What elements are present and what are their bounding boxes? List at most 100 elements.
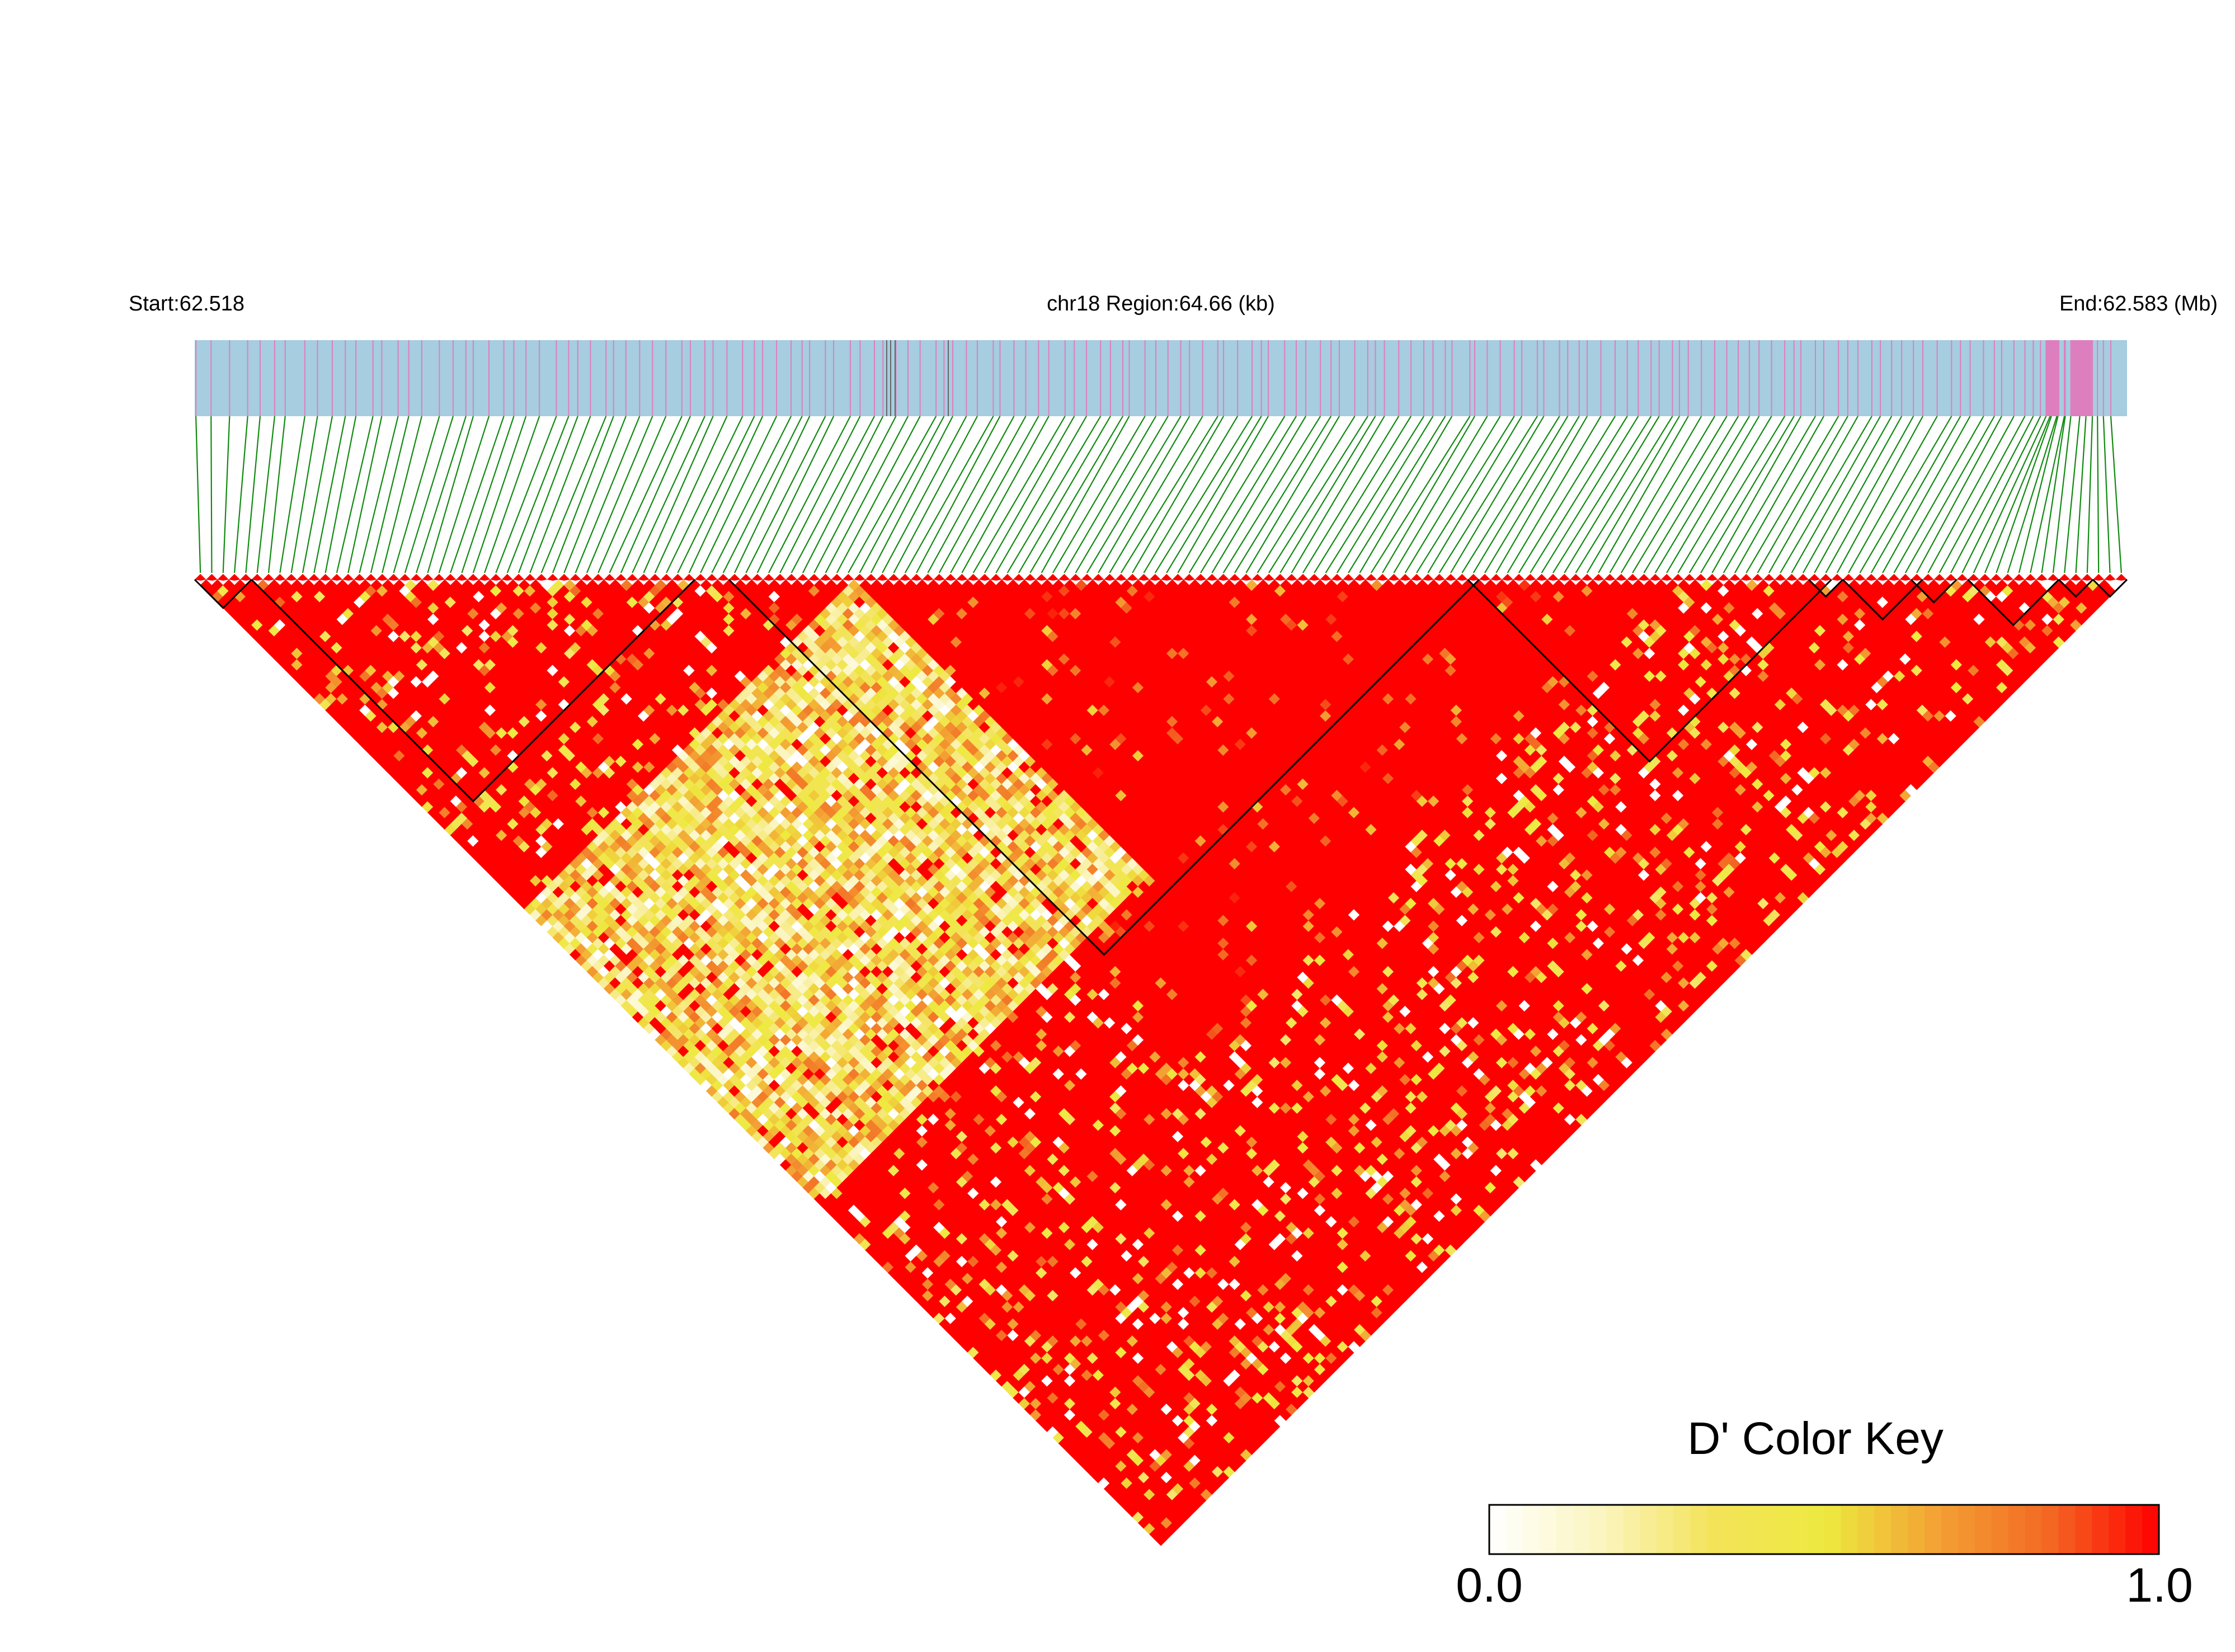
snp-connector — [688, 416, 764, 573]
snp-connector — [324, 416, 357, 573]
snp-connector — [1996, 416, 2052, 573]
snp-connector — [1188, 416, 1286, 573]
snp-connector-lines — [195, 416, 2122, 573]
snp-connector — [700, 416, 778, 573]
snp-connector — [552, 416, 614, 573]
snp-connector — [1609, 416, 1702, 573]
snp-connector — [1950, 416, 2034, 573]
snp-connector — [756, 416, 835, 573]
snp-connector — [1802, 416, 1893, 573]
snp-connector — [2102, 416, 2111, 573]
snp-connector — [722, 416, 803, 573]
snp-connector — [666, 416, 744, 573]
snp-connector — [779, 416, 861, 573]
snp-connector — [904, 416, 994, 573]
snp-connector — [302, 416, 333, 573]
track-band — [195, 340, 2127, 416]
snp-connector — [1416, 416, 1515, 573]
snp-connector — [1006, 416, 1102, 573]
snp-connector — [802, 416, 884, 573]
snp-connector — [222, 416, 230, 573]
snp-connector — [654, 416, 728, 573]
snp-connector — [1177, 416, 1269, 573]
snp-connector — [404, 416, 454, 573]
snp-connector — [768, 416, 851, 573]
snp-connector — [677, 416, 755, 573]
snp-connector — [1632, 416, 1728, 573]
snp-connector — [1109, 416, 1203, 573]
snp-position-track — [195, 340, 2127, 416]
snp-connector — [1041, 416, 1130, 573]
snp-connector — [1438, 416, 1538, 573]
snp-connector — [1075, 416, 1169, 573]
snp-connector — [927, 416, 1015, 573]
snp-connector — [1677, 416, 1772, 573]
snp-connector — [1507, 416, 1602, 573]
snp-connector — [1780, 416, 1872, 573]
snp-connector — [620, 416, 691, 573]
snp-connector — [1143, 416, 1239, 573]
snp-connector — [1836, 416, 1923, 573]
snp-connector — [1211, 416, 1307, 573]
snp-connector — [563, 416, 627, 573]
snp-connector — [586, 416, 653, 573]
snp-connector — [1450, 416, 1545, 573]
snp-connector — [1552, 416, 1652, 573]
snp-connector — [1393, 416, 1488, 573]
snp-connector — [2110, 416, 2122, 573]
snp-connector — [1927, 416, 2015, 573]
snp-connector — [995, 416, 1087, 573]
snp-connector — [1904, 416, 1995, 573]
snp-connector — [1814, 416, 1903, 573]
snp-connector — [1359, 416, 1453, 573]
snp-connector — [836, 416, 921, 573]
snp-connector — [2075, 416, 2087, 573]
snp-connector — [961, 416, 1050, 573]
snp-connector — [916, 416, 1001, 573]
snp-connector — [195, 416, 201, 573]
snp-connector — [1120, 416, 1218, 573]
snp-connector — [1757, 416, 1848, 573]
snp-connector — [1154, 416, 1253, 573]
snp-connector — [1234, 416, 1332, 573]
snp-connector — [791, 416, 875, 573]
snp-connector — [1029, 416, 1123, 573]
snp-connector — [1973, 416, 2047, 573]
snp-connector — [1938, 416, 2026, 573]
snp-connector — [1325, 416, 1424, 573]
snp-connector — [1166, 416, 1262, 573]
snp-connector — [393, 416, 440, 573]
snp-connector — [359, 416, 399, 573]
snp-connector — [848, 416, 937, 573]
snp-connector — [1916, 416, 2002, 573]
snp-connector — [1984, 416, 2051, 573]
snp-connector — [972, 416, 1066, 573]
snp-connector — [2041, 416, 2066, 573]
snp-connector — [984, 416, 1075, 573]
snp-connector — [1268, 416, 1368, 573]
snp-connector — [518, 416, 578, 573]
snp-cluster — [2046, 340, 2059, 416]
snp-connector — [1564, 416, 1660, 573]
snp-connector — [2007, 416, 2058, 573]
snp-connector — [279, 416, 305, 573]
snp-connector — [2030, 416, 2065, 573]
snp-connector — [893, 416, 978, 573]
snp-connector — [1484, 416, 1580, 573]
snp-connector — [1222, 416, 1321, 573]
snp-connector — [859, 416, 945, 573]
snp-connector — [529, 416, 591, 573]
snp-connector — [1370, 416, 1471, 573]
snp-connector — [506, 416, 570, 573]
snp-connector — [382, 416, 422, 573]
snp-connector — [597, 416, 667, 573]
snp-connector — [1620, 416, 1715, 573]
snp-connector — [950, 416, 1039, 573]
snp-connector — [1734, 416, 1824, 573]
snp-connector — [370, 416, 410, 573]
snp-connector — [484, 416, 540, 573]
snp-connector — [813, 416, 897, 573]
snp-connector — [870, 416, 953, 573]
snp-connector — [938, 416, 1027, 573]
